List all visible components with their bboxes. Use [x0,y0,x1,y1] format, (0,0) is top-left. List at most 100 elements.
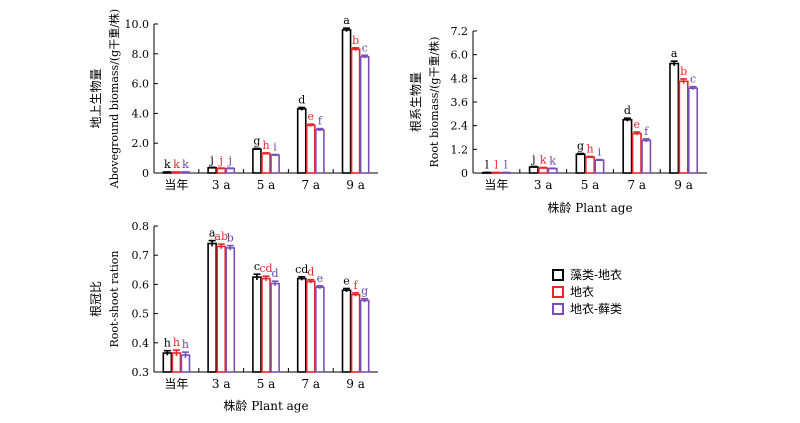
significance-letter: j [530,152,535,165]
significance-letter: i [598,146,602,159]
x-tick-label: 3 a [212,178,231,192]
x-tick-label: 9 a [674,178,693,192]
significance-letter: e [317,272,324,285]
bar [270,282,280,373]
bar [252,276,262,373]
bar [207,166,217,174]
panel-aboveground: 0 2.0 4.0 6.0 8.0 10.0 地上生物量 Aboveground biomas… [89,9,378,192]
bar [622,118,633,174]
y-tick-label: 0.6 [132,278,150,291]
bar [270,154,280,174]
significance-letter: e [343,274,350,287]
significance-letter: ab [214,230,228,243]
bar [305,124,316,174]
significance-letter: b [352,34,359,47]
significance-letter: b [227,232,234,245]
y-tick-label: 0.3 [132,366,150,379]
x-axis-label: 株龄 Plant age [223,398,308,413]
bar [594,159,605,174]
bar [216,167,227,174]
bar [341,29,352,174]
significance-letter: d [272,267,279,280]
x-tick-label: 7 a [301,178,320,192]
significance-letter: e [308,110,315,123]
bar [359,299,370,373]
bar [225,247,236,373]
legend-swatch-algae-lichen [552,268,564,281]
y-tick-label: 8.0 [132,48,150,61]
y-axis-label-cn: 地上生物量 [89,68,103,128]
y-tick-label: 10.0 [125,18,150,31]
significance-letter: k [164,158,171,171]
bar [315,128,325,174]
bar [688,87,699,174]
y-tick-label: 7.2 [451,25,469,38]
significance-letter: f [354,279,359,292]
bar [575,153,586,174]
significance-letter: h [586,142,593,155]
significance-letter: k [173,158,180,171]
bar [350,293,361,373]
significance-letter: k [540,153,547,166]
legend-swatch-lichen [552,285,564,298]
significance-letter: a [671,47,678,60]
bar [678,80,689,174]
significance-letter: b [680,65,687,78]
y-tick-label: 0 [142,167,149,180]
y-tick-label: 0 [461,167,468,180]
y-tick-label: 4.8 [451,72,469,85]
significance-letter: j [227,154,232,167]
bar [669,62,680,174]
significance-letter: a [209,227,216,240]
x-tick-label: 当年 [164,377,188,391]
bar [305,280,316,373]
bar [261,152,271,174]
y-tick-label: 0.4 [132,337,150,350]
significance-letter: l [495,158,499,171]
significance-letter: d [624,104,631,117]
significance-letter: g [361,285,368,298]
significance-letter: c [690,73,696,86]
bar [216,245,227,373]
significance-letter: c [254,260,260,273]
significance-letter: f [644,125,649,138]
x-tick-label: 3 a [534,178,553,192]
significance-letter: cd [259,262,272,275]
significance-letter: a [343,14,350,27]
legend-item-algae-lichen: 藻类-地衣 [552,266,622,283]
panel-root: 0 1.2 2.4 3.6 4.8 6.0 7.2 根系生物量 Root biomass/(g干… [409,25,707,215]
x-tick-label: 3 a [212,377,231,391]
x-tick-label: 5 a [581,178,600,192]
x-tick-label: 7 a [301,377,320,391]
y-tick-label: 0.8 [132,220,150,233]
significance-letter: h [173,336,180,349]
significance-letter: l [504,158,508,171]
bar [538,167,549,174]
bar [584,156,596,174]
legend-item-lichen-moss: 地衣-藓类 [552,300,622,317]
significance-letter: h [262,139,269,152]
panel-ratio: 0.3 0.4 0.5 0.6 0.7 0.8 根冠比 Root-shoot ration 株龄… [89,220,378,413]
y-tick-label: 6.0 [451,49,469,62]
y-tick-label: 2.0 [132,137,150,150]
legend: 藻类-地衣 地衣 地衣-藓类 [552,266,622,317]
significance-letter: g [577,139,584,152]
x-tick-label: 5 a [257,178,276,192]
legend-label-lichen-moss: 地衣-藓类 [570,302,623,316]
bar [162,352,173,373]
y-axis-label-en: Aboveground biomass/(g干重/株) [107,9,121,189]
y-tick-label: 4.0 [132,107,150,120]
significance-letter: e [634,118,641,131]
bar [315,286,325,373]
legend-label-algae-lichen: 藻类-地衣 [570,268,623,282]
bar [341,289,352,373]
bar [359,55,370,174]
y-tick-label: 0.5 [132,308,150,321]
significance-letter: k [182,158,189,171]
x-tick-label: 5 a [257,377,276,391]
y-axis-label-en: Root-shoot ration [108,250,121,347]
significance-letter: f [318,115,323,128]
y-axis-label-en: Root biomass/(g干重/株) [427,37,441,168]
x-axis-label: 株龄 Plant age [547,200,632,215]
